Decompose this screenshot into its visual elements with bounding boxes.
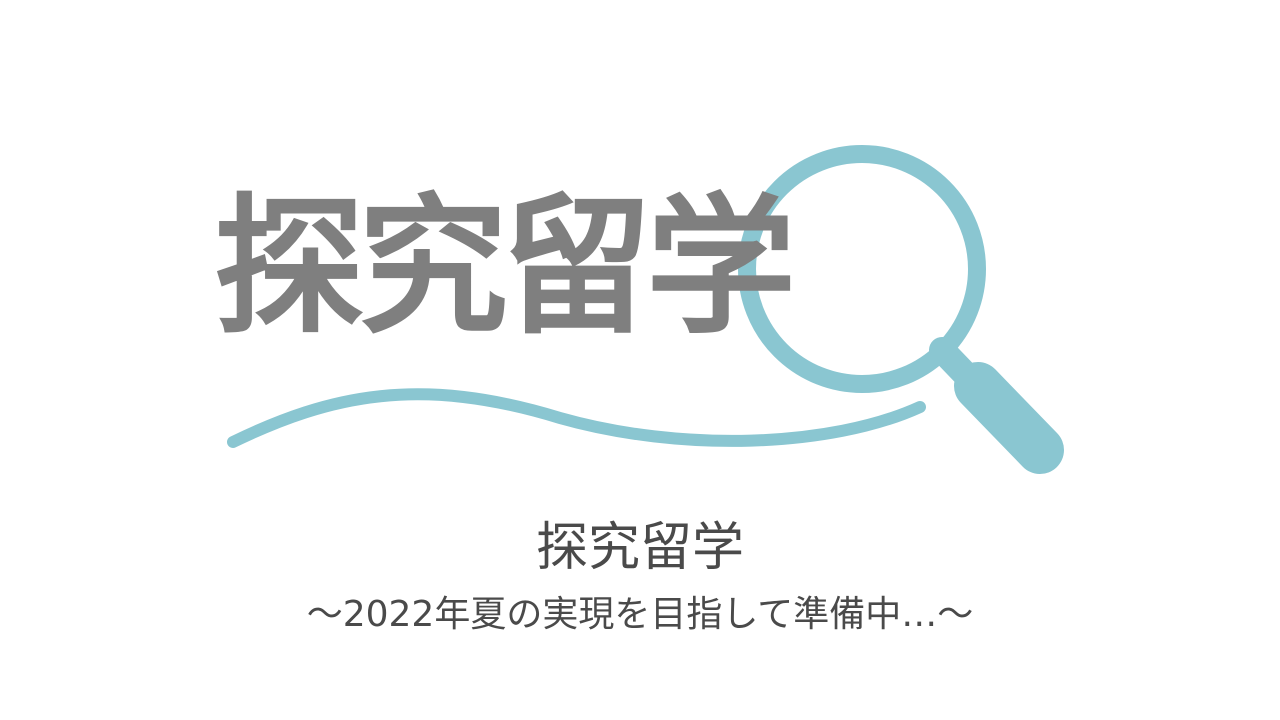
logo-text: 探究留学: [214, 181, 796, 355]
page-subtitle: ～2022年夏の実現を目指して準備中…～: [306, 594, 974, 635]
wave-underline: [227, 388, 926, 448]
magnifying-glass-icon: [738, 145, 1064, 474]
page-title: 探究留学: [535, 518, 744, 578]
logo: 探究留学: [214, 145, 1064, 474]
logo-graphic: [227, 145, 1064, 474]
